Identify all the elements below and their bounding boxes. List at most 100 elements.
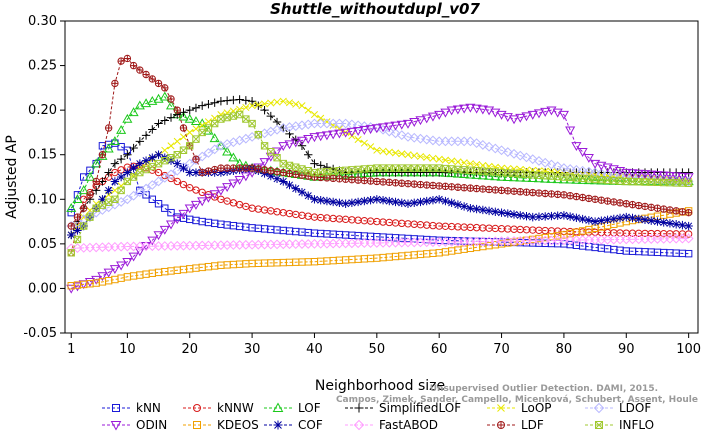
data-point-ldf bbox=[111, 79, 119, 88]
data-point-simplifiedlof bbox=[272, 117, 282, 127]
data-point-odin bbox=[465, 103, 476, 113]
data-point-cof bbox=[322, 196, 332, 206]
data-point-ldof bbox=[658, 174, 669, 185]
data-point-lof bbox=[134, 100, 145, 110]
legend-label-lof: LOF bbox=[298, 401, 321, 415]
data-point-cof bbox=[98, 195, 107, 204]
credit-line-2: Campos, Zimek, Sander, Campello, Micenko… bbox=[336, 395, 698, 405]
data-point-ldof bbox=[571, 164, 582, 175]
data-point-ldf bbox=[572, 192, 581, 201]
data-point-loop bbox=[423, 153, 431, 161]
data-point-cof bbox=[185, 168, 194, 177]
data-point-cof bbox=[597, 216, 606, 225]
data-point-ldf bbox=[329, 174, 337, 182]
legend-label-inflo: INFLO bbox=[619, 418, 654, 432]
data-point-ldof bbox=[646, 173, 657, 184]
data-point-fastabod bbox=[683, 233, 694, 244]
series-line-lof bbox=[70, 96, 689, 209]
data-point-ldf bbox=[516, 188, 524, 196]
data-point-ldf bbox=[98, 151, 107, 159]
data-point-odin bbox=[596, 161, 607, 171]
legend-marker-loop bbox=[497, 404, 505, 412]
data-point-cof bbox=[385, 196, 394, 206]
data-point-knnw bbox=[186, 183, 194, 192]
data-point-ldf bbox=[67, 222, 75, 230]
data-point-loop bbox=[454, 158, 462, 166]
data-point-inflo bbox=[235, 110, 244, 119]
data-point-cof bbox=[135, 159, 145, 168]
data-point-odin bbox=[84, 278, 96, 287]
data-point-inflo bbox=[104, 198, 113, 206]
data-point-lof bbox=[103, 143, 114, 153]
data-point-cof bbox=[590, 217, 600, 226]
legend-item-knn: kNN bbox=[102, 401, 161, 415]
data-point-odin bbox=[290, 138, 301, 148]
legend-item-fastabod: FastABOD bbox=[345, 418, 438, 432]
data-point-ldof bbox=[565, 164, 576, 174]
data-point-cof bbox=[316, 195, 325, 205]
data-point-ldof bbox=[546, 159, 557, 170]
data-point-cof bbox=[603, 215, 612, 224]
data-point-ldf bbox=[429, 181, 437, 190]
data-point-lof bbox=[72, 194, 83, 203]
data-point-lof bbox=[116, 124, 127, 134]
data-point-odin bbox=[278, 142, 289, 152]
data-point-odin bbox=[165, 220, 177, 230]
data-point-ldof bbox=[403, 131, 413, 142]
data-point-odin bbox=[303, 134, 314, 144]
data-point-ldf bbox=[260, 166, 269, 174]
data-point-loop bbox=[354, 136, 362, 144]
data-point-cof bbox=[684, 221, 693, 231]
data-point-inflo bbox=[129, 173, 138, 181]
data-point-odin bbox=[215, 186, 226, 196]
data-point-odin bbox=[546, 106, 557, 116]
data-point-odin bbox=[359, 126, 370, 135]
data-point-cof bbox=[659, 218, 668, 227]
data-point-cof bbox=[640, 215, 650, 224]
data-point-simplifiedlof bbox=[166, 113, 176, 122]
data-point-ldf bbox=[161, 84, 169, 92]
data-point-ldf bbox=[360, 176, 369, 185]
x-tick-label: 90 bbox=[618, 342, 635, 357]
data-point-loop bbox=[80, 213, 88, 221]
data-point-knn bbox=[142, 191, 150, 199]
data-point-ldof bbox=[509, 148, 519, 159]
data-point-ldf bbox=[398, 179, 406, 187]
legend-label-kdeos: KDEOS bbox=[217, 418, 259, 432]
data-point-odin bbox=[440, 108, 451, 118]
y-tick-label: 0.25 bbox=[28, 59, 57, 74]
data-point-simplifiedlof bbox=[160, 116, 169, 125]
data-point-odin bbox=[396, 120, 407, 130]
data-point-ldf bbox=[591, 195, 599, 203]
data-point-odin bbox=[259, 158, 270, 168]
data-point-cof bbox=[622, 212, 631, 222]
data-point-ldf bbox=[223, 164, 231, 172]
data-point-inflo bbox=[136, 168, 144, 177]
data-point-cof bbox=[216, 168, 226, 177]
data-point-lof bbox=[452, 168, 463, 178]
legend-label-loop: LoOP bbox=[521, 401, 552, 415]
data-point-ldof bbox=[471, 138, 482, 149]
data-point-simplifiedlof bbox=[198, 101, 207, 110]
data-point-ldf bbox=[242, 164, 250, 172]
data-point-ldf bbox=[217, 164, 225, 172]
data-point-ldf bbox=[154, 79, 163, 88]
data-point-odin bbox=[296, 136, 308, 146]
data-point-odin bbox=[477, 105, 488, 115]
data-point-ldof bbox=[608, 170, 619, 181]
data-point-cof bbox=[422, 196, 431, 206]
data-point-simplifiedlof bbox=[222, 96, 232, 105]
data-point-cof bbox=[335, 198, 344, 208]
x-tick-label: 10 bbox=[119, 342, 136, 357]
data-point-inflo bbox=[260, 142, 269, 150]
data-point-ldof bbox=[590, 167, 601, 178]
data-point-loop bbox=[429, 154, 437, 162]
data-point-inflo bbox=[267, 148, 275, 156]
data-point-ldf bbox=[553, 190, 562, 199]
data-point-odin bbox=[340, 128, 351, 138]
data-point-ldf bbox=[335, 175, 344, 183]
data-point-cof bbox=[141, 156, 151, 165]
data-point-ldf bbox=[560, 191, 568, 199]
x-tick-label: 60 bbox=[431, 342, 448, 357]
